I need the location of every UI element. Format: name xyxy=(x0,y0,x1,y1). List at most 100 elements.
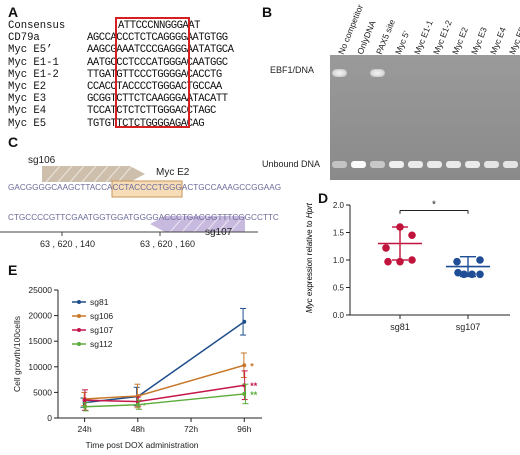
myc-e2-label: Myc E2 xyxy=(156,167,190,178)
coord-right: 63 , 620 , 160 xyxy=(140,239,196,249)
y-axis-label-part: Myc xyxy=(305,298,314,313)
unbound-band xyxy=(408,161,423,168)
panel-c-label: C xyxy=(8,134,19,150)
panel-c-schematic xyxy=(0,165,258,236)
data-point xyxy=(396,223,404,231)
unbound-band xyxy=(332,161,347,168)
y-axis-label-part: expression relative to xyxy=(305,218,314,298)
y-tick-label: 10000 xyxy=(28,362,52,372)
alignment-row-seq: GCGGTCTTCTCAAGGGAATACATT xyxy=(87,93,228,106)
coord-left: 63 , 620 , 140 xyxy=(40,239,96,249)
data-point xyxy=(82,398,87,403)
data-point xyxy=(242,363,247,368)
panel-b-label: B xyxy=(262,4,273,20)
y-tick-label: 0.5 xyxy=(333,284,345,293)
legend-label: sg81 xyxy=(90,297,109,307)
alignment-row-seq: AATGCCCTCCCATGGGACAATGGC xyxy=(87,56,228,69)
unbound-band xyxy=(351,161,366,168)
sg106-label: sg106 xyxy=(28,155,56,166)
alignment-row-seq: TCCATCTCTCTTGGGACCTAGC xyxy=(87,105,216,118)
legend-label: sg106 xyxy=(90,311,113,321)
x-tick-label: sg81 xyxy=(390,322,410,332)
ebf1-band xyxy=(370,69,385,77)
legend-label: sg112 xyxy=(90,339,113,349)
data-point xyxy=(382,244,390,252)
y-tick-label: 2.0 xyxy=(333,201,345,210)
unbound-band xyxy=(465,161,480,168)
y-axis-label: Cell growth/100cells xyxy=(12,316,22,392)
alignment-row-name: Myc E2 xyxy=(8,81,47,93)
x-tick-label: 96h xyxy=(237,424,251,434)
y-tick-label: 1.5 xyxy=(333,229,345,238)
unbound-band xyxy=(370,161,385,168)
x-axis-label: Time post DOX administration xyxy=(85,440,198,450)
sg106-arrow xyxy=(42,166,145,182)
alignment-row-seq: AAGCGAAATCCCGAGGGAATATGCA xyxy=(87,44,234,57)
y-tick-label: 5000 xyxy=(33,387,52,397)
panel-d-chart: 0.0 0.5 1.0 1.5 2.0 Myc expression relative t… xyxy=(305,200,510,332)
data-point xyxy=(408,256,416,264)
x-tick-label: 24h xyxy=(78,424,92,434)
unbound-band xyxy=(503,161,518,168)
ebf1-band-label: EBF1/DNA xyxy=(270,65,315,75)
x-tick-label: 72h xyxy=(184,424,198,434)
data-point xyxy=(242,391,247,396)
myc-e2-highlight xyxy=(111,180,183,198)
significance-mark: ** xyxy=(250,381,258,391)
panel-d-label: D xyxy=(318,190,329,206)
bottom-strand: CTGCCCCGTTCGAATGGTGGATGGGGACCCTGACGGTTTC… xyxy=(8,213,279,222)
gel-image xyxy=(330,55,520,180)
sg106-hatch xyxy=(45,165,133,183)
data-point xyxy=(135,402,140,407)
y-axis-label: Myc expression relative to Hprt xyxy=(305,202,314,313)
data-point xyxy=(468,270,476,279)
data-point xyxy=(454,268,462,277)
consensus-box xyxy=(115,17,190,128)
y-tick-label: 0 xyxy=(47,413,52,423)
data-point xyxy=(476,256,484,264)
y-tick-label: 0.0 xyxy=(333,311,345,320)
alignment-row-name: Myc E3 xyxy=(8,93,47,106)
lane-label: Myc E3 xyxy=(468,25,489,56)
unbound-band xyxy=(389,161,404,168)
ebf1-band xyxy=(332,69,347,77)
y-tick-label: 25000 xyxy=(28,285,52,295)
panel-e-label: E xyxy=(8,262,18,278)
series-line xyxy=(84,364,245,400)
data-point xyxy=(396,257,404,266)
legend-marker xyxy=(77,328,81,332)
alignment-row-seq: AGCCACCCTCTCAGGGGAATGTGG xyxy=(87,32,228,45)
data-point xyxy=(408,231,416,240)
unbound-band xyxy=(446,161,461,168)
data-point xyxy=(82,404,87,409)
alignment-row-name: Myc E5’ xyxy=(8,44,53,57)
y-tick-label: 20000 xyxy=(28,311,52,321)
top-strand: GACGGGGCAAGCTTACCACCTACCCCTGGGACTGCCAAAG… xyxy=(8,183,282,192)
sg107-hatch xyxy=(169,215,245,233)
lane-label: Myc 5’ xyxy=(392,29,412,56)
data-point xyxy=(460,270,468,279)
lane-label: Myc E4 xyxy=(487,25,508,56)
significance-mark: * xyxy=(432,200,436,211)
alignment-row-name: CD79a xyxy=(8,32,40,45)
data-point xyxy=(453,257,461,266)
legend-label: sg107 xyxy=(90,325,113,335)
significance-mark: ** xyxy=(250,390,258,400)
data-point xyxy=(384,257,392,266)
lane-label: Myc E2 xyxy=(449,25,470,56)
data-point xyxy=(476,270,484,279)
legend-marker xyxy=(77,342,81,346)
legend-marker xyxy=(77,314,81,318)
significance-mark: * xyxy=(250,361,254,371)
sg107-label: sg107 xyxy=(205,227,233,238)
data-point xyxy=(242,319,247,324)
alignment-row-name: Myc E1-1 xyxy=(8,56,59,69)
unbound-band xyxy=(484,161,499,168)
y-tick-label: 15000 xyxy=(28,336,52,346)
significance-mark-48h: * xyxy=(143,402,146,411)
unbound-band xyxy=(427,161,442,168)
alignment-row-seq: ATTCCCNNGGGAAT xyxy=(118,20,201,32)
alignment-row-name: Myc E4 xyxy=(8,105,47,118)
x-tick-label: sg107 xyxy=(456,322,481,332)
lane-label: Myc E5 xyxy=(506,25,520,56)
